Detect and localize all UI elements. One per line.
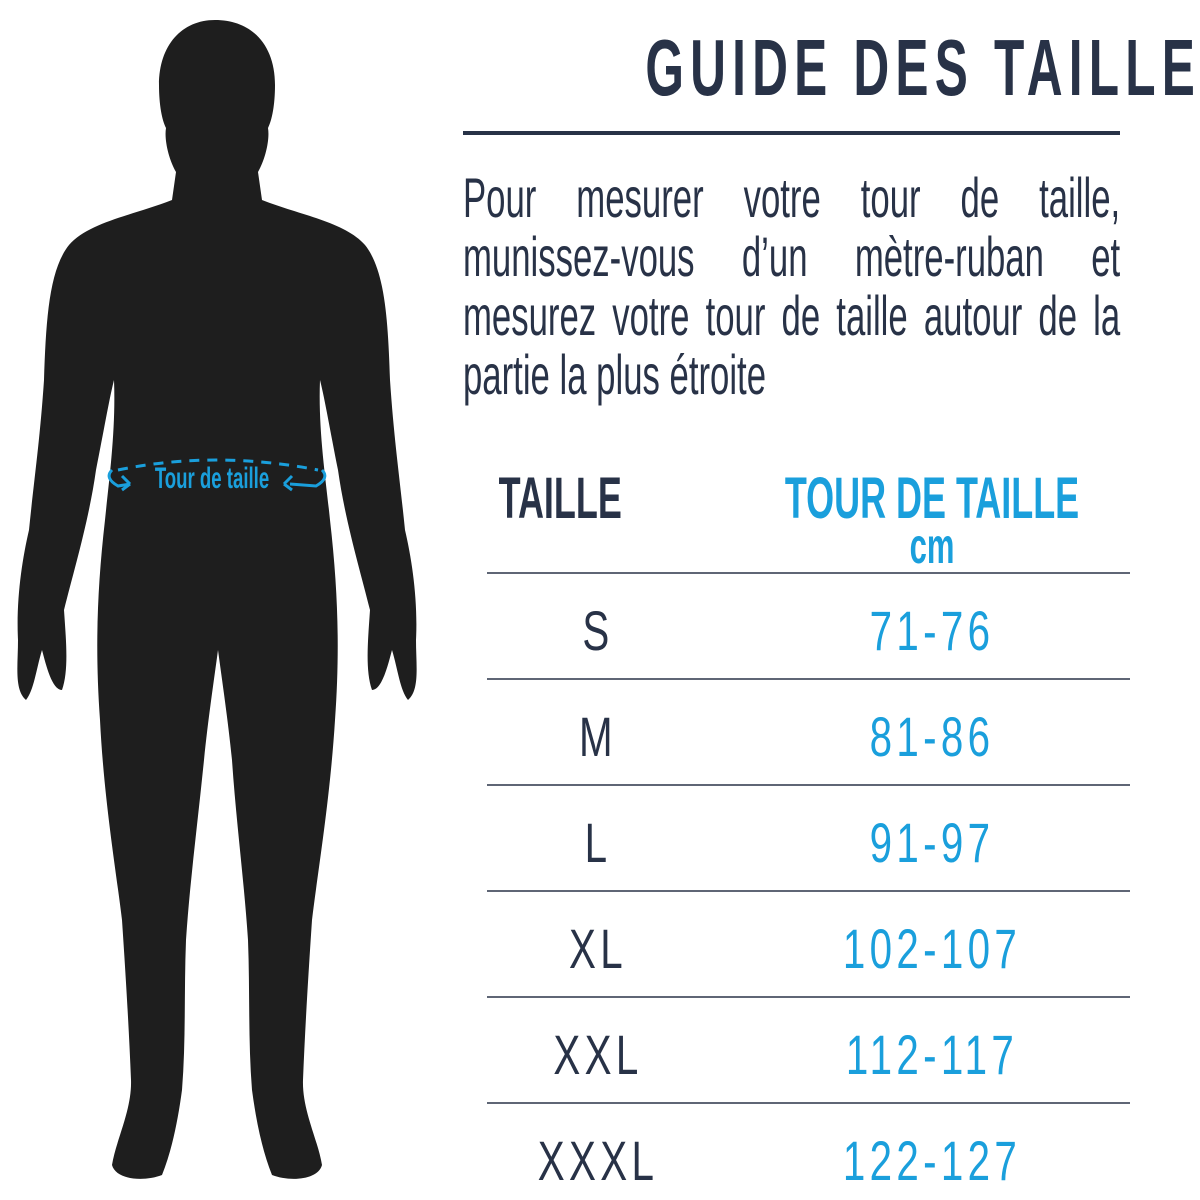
size-cell: XXXL <box>537 1129 659 1192</box>
header-waist: TOUR DE TAILLE <box>784 466 1080 531</box>
size-cell: L <box>584 811 612 874</box>
waist-label: Tour de taille <box>155 462 396 496</box>
waist-cell: 112-117 <box>845 1023 1019 1086</box>
size-cell: M <box>579 705 617 768</box>
row-divider <box>487 890 1130 892</box>
row-divider <box>487 678 1130 680</box>
waist-cell: 81-86 <box>869 705 995 768</box>
body-silhouette <box>17 20 417 1179</box>
waist-label-text: Tour de taille <box>154 462 270 495</box>
instructions: Pour mesurer votre tour de taille, munis… <box>463 166 1121 406</box>
waist-cell: 91-97 <box>869 811 995 874</box>
header-unit: cm <box>909 518 955 574</box>
row-divider <box>487 996 1130 998</box>
header-size: TAILLE <box>498 466 622 531</box>
row-divider <box>487 572 1130 574</box>
title-divider <box>463 131 1120 135</box>
waist-cell: 71-76 <box>869 599 995 662</box>
waist-cell: 102-107 <box>842 917 1022 980</box>
row-divider <box>487 784 1130 786</box>
row-divider <box>487 1102 1130 1104</box>
waist-cell: 122-127 <box>842 1129 1022 1192</box>
page-title: GUIDE DES TAILLES <box>463 22 1200 114</box>
size-cell: XXL <box>553 1023 643 1086</box>
title-text: GUIDE DES TAILLES <box>645 23 1200 112</box>
size-cell: S <box>582 599 614 662</box>
size-cell: XL <box>569 917 627 980</box>
